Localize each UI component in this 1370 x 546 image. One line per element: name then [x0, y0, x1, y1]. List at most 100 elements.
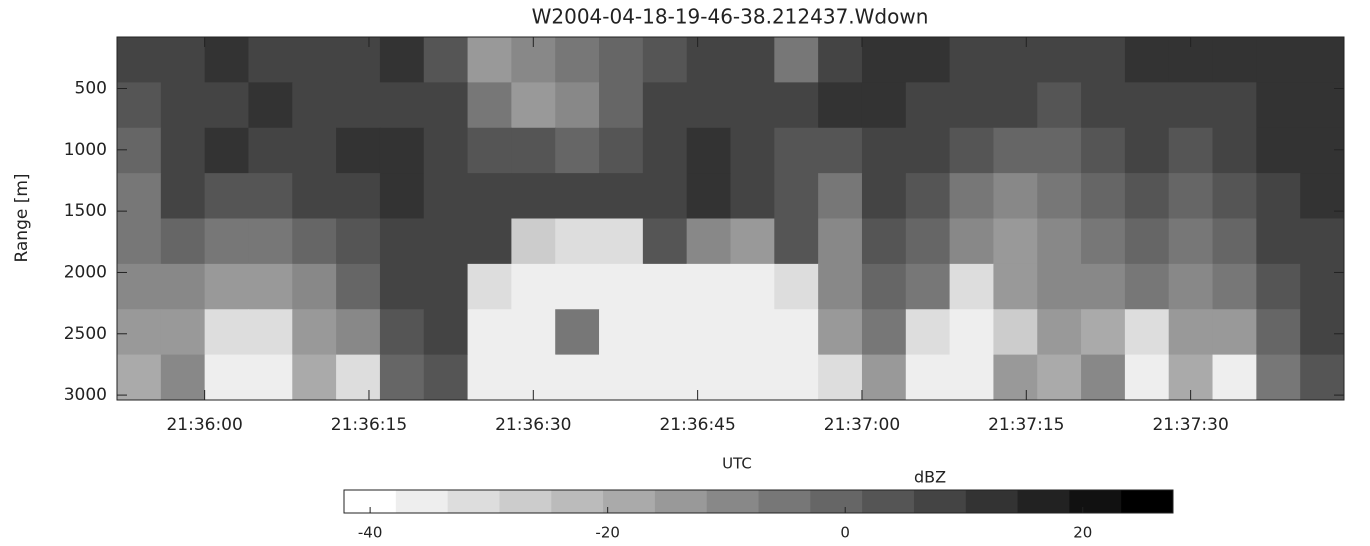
- heatmap-cell: [949, 173, 994, 219]
- x-tick-label: 21:36:00: [166, 415, 242, 435]
- heatmap-cell: [248, 37, 293, 83]
- heatmap-cell: [642, 37, 688, 83]
- heatmap-cell: [511, 263, 556, 310]
- heatmap-cell: [379, 218, 425, 265]
- heatmap-cell: [642, 82, 688, 129]
- heatmap-cell: [423, 37, 469, 83]
- heatmap-cell: [204, 173, 249, 219]
- heatmap-cell: [774, 127, 819, 174]
- heatmap-cell: [599, 37, 644, 83]
- heatmap-cell: [117, 354, 162, 401]
- heatmap-cell: [818, 127, 863, 174]
- heatmap-cell: [993, 37, 1038, 83]
- heatmap-cell: [686, 37, 731, 83]
- colorbar-step: [913, 490, 967, 513]
- heatmap-cell: [642, 263, 688, 310]
- heatmap-cell: [861, 173, 907, 219]
- heatmap-cell: [818, 218, 863, 265]
- heatmap-cell: [599, 127, 644, 174]
- heatmap-cell: [467, 354, 512, 401]
- plot-frame: [116, 36, 1345, 401]
- heatmap-cell: [1256, 37, 1301, 83]
- heatmap-cell: [423, 218, 469, 265]
- heatmap-cell: [423, 127, 469, 174]
- heatmap-cell: [1081, 354, 1126, 401]
- heatmap-cell: [1300, 263, 1345, 310]
- heatmap-cell: [555, 127, 600, 174]
- heatmap-cell: [993, 218, 1038, 265]
- heatmap-cell: [1081, 263, 1126, 310]
- heatmap-cell: [1081, 82, 1126, 129]
- heatmap-cell: [1212, 263, 1257, 310]
- heatmap-cell: [1168, 82, 1214, 129]
- heatmap-cell: [1256, 309, 1301, 356]
- heatmap: [117, 37, 1345, 401]
- heatmap-cell: [599, 309, 644, 356]
- colorbar-step: [603, 490, 656, 513]
- heatmap-cell: [993, 263, 1038, 310]
- x-tick-label: 21:37:30: [1152, 415, 1228, 435]
- heatmap-cell: [467, 37, 512, 83]
- heatmap-cell: [204, 82, 249, 129]
- heatmap-cell: [730, 218, 775, 265]
- heatmap-cell: [642, 127, 688, 174]
- heatmap-cell: [861, 37, 907, 83]
- heatmap-cell: [1256, 218, 1301, 265]
- heatmap-cell: [423, 309, 469, 356]
- heatmap-cell: [993, 354, 1038, 401]
- heatmap-cell: [861, 309, 907, 356]
- heatmap-cell: [1256, 82, 1301, 129]
- heatmap-cell: [117, 37, 162, 83]
- heatmap-cell: [599, 263, 644, 310]
- heatmap-cell: [1081, 218, 1126, 265]
- heatmap-cell: [905, 173, 951, 219]
- heatmap-cell: [1168, 309, 1214, 356]
- heatmap-cell: [1300, 354, 1345, 401]
- heatmap-cell: [292, 127, 337, 174]
- heatmap-cell: [117, 263, 162, 310]
- heatmap-cell: [1037, 354, 1082, 401]
- heatmap-cell: [599, 218, 644, 265]
- heatmap-cell: [1124, 354, 1170, 401]
- heatmap-cell: [861, 127, 907, 174]
- heatmap-cell: [686, 127, 731, 174]
- heatmap-cell: [379, 37, 425, 83]
- heatmap-cell: [292, 263, 337, 310]
- heatmap-cell: [1212, 127, 1257, 174]
- colorbar-step: [499, 490, 552, 513]
- heatmap-cell: [1300, 309, 1345, 356]
- heatmap-cell: [861, 354, 907, 401]
- colorbar-step: [706, 490, 759, 513]
- heatmap-cell: [160, 173, 206, 219]
- heatmap-cell: [599, 173, 644, 219]
- heatmap-cell: [336, 82, 381, 129]
- y-tick-label: 3000: [64, 385, 107, 405]
- heatmap-cell: [248, 218, 293, 265]
- heatmap-cell: [467, 263, 512, 310]
- heatmap-cell: [1212, 218, 1257, 265]
- heatmap-cell: [336, 263, 381, 310]
- x-tick-label: 21:37:00: [824, 415, 900, 435]
- heatmap-cell: [467, 218, 512, 265]
- heatmap-cell: [818, 82, 863, 129]
- heatmap-cell: [336, 354, 381, 401]
- colorbar-step: [965, 490, 1019, 513]
- heatmap-cell: [1256, 173, 1301, 219]
- heatmap-cell: [861, 82, 907, 129]
- heatmap-cell: [555, 173, 600, 219]
- heatmap-cell: [905, 37, 951, 83]
- heatmap-cell: [248, 309, 293, 356]
- heatmap-cell: [774, 309, 819, 356]
- heatmap-cell: [993, 127, 1038, 174]
- heatmap-cell: [730, 263, 775, 310]
- heatmap-cell: [555, 37, 600, 83]
- heatmap-cell: [204, 354, 249, 401]
- heatmap-cell: [1256, 354, 1301, 401]
- heatmap-cell: [1081, 127, 1126, 174]
- heatmap-cell: [292, 82, 337, 129]
- heatmap-cell: [467, 82, 512, 129]
- heatmap-cell: [1168, 263, 1214, 310]
- heatmap-cell: [379, 309, 425, 356]
- heatmap-cell: [949, 218, 994, 265]
